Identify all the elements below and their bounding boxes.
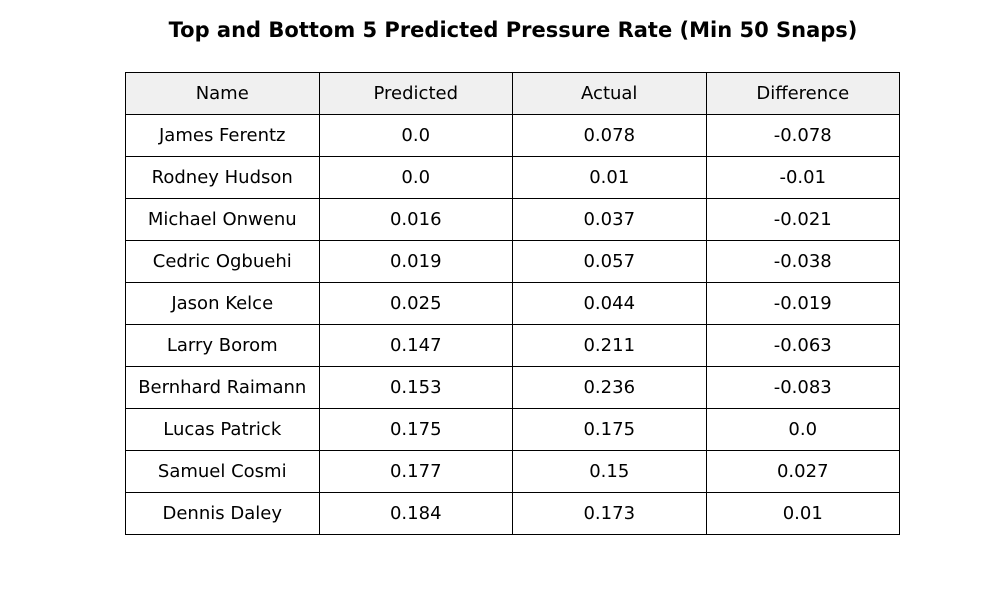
actual-cell: 0.15	[512, 450, 707, 493]
table-row: Samuel Cosmi 0.177 0.15 0.027	[125, 450, 900, 493]
difference-cell: 0.0	[705, 408, 900, 451]
predicted-cell: 0.025	[318, 282, 513, 325]
difference-cell: -0.019	[705, 282, 900, 325]
name-cell: Larry Borom	[125, 324, 320, 367]
chart-title: Top and Bottom 5 Predicted Pressure Rate…	[168, 18, 858, 42]
name-cell: Michael Onwenu	[125, 198, 320, 241]
table-row: Jason Kelce 0.025 0.044 -0.019	[125, 282, 900, 325]
actual-cell: 0.173	[512, 492, 707, 535]
name-cell: Samuel Cosmi	[125, 450, 320, 493]
name-cell: James Ferentz	[125, 114, 320, 157]
table-row: Rodney Hudson 0.0 0.01 -0.01	[125, 156, 900, 199]
name-cell: Dennis Daley	[125, 492, 320, 535]
name-cell: Jason Kelce	[125, 282, 320, 325]
actual-cell: 0.175	[512, 408, 707, 451]
actual-cell: 0.078	[512, 114, 707, 157]
predicted-cell: 0.0	[318, 114, 513, 157]
name-cell: Lucas Patrick	[125, 408, 320, 451]
actual-cell: 0.236	[512, 366, 707, 409]
predicted-cell: 0.184	[318, 492, 513, 535]
difference-cell: 0.01	[705, 492, 900, 535]
header-row: Name Predicted Actual Difference	[125, 72, 900, 115]
difference-cell: -0.063	[705, 324, 900, 367]
table-row: Michael Onwenu 0.016 0.037 -0.021	[125, 198, 900, 241]
difference-cell: -0.038	[705, 240, 900, 283]
table-row: James Ferentz 0.0 0.078 -0.078	[125, 114, 900, 157]
header-cell-actual: Actual	[512, 72, 707, 115]
predicted-cell: 0.019	[318, 240, 513, 283]
table-header: Name Predicted Actual Difference	[125, 72, 900, 115]
header-cell-predicted: Predicted	[318, 72, 513, 115]
table-row: Larry Borom 0.147 0.211 -0.063	[125, 324, 900, 367]
predicted-cell: 0.0	[318, 156, 513, 199]
actual-cell: 0.044	[512, 282, 707, 325]
difference-cell: -0.083	[705, 366, 900, 409]
table-row: Bernhard Raimann 0.153 0.236 -0.083	[125, 366, 900, 409]
name-cell: Bernhard Raimann	[125, 366, 320, 409]
header-cell-name: Name	[125, 72, 320, 115]
difference-cell: 0.027	[705, 450, 900, 493]
table-body: James Ferentz 0.0 0.078 -0.078 Rodney Hudson…	[125, 114, 900, 535]
predicted-cell: 0.147	[318, 324, 513, 367]
table-row: Cedric Ogbuehi 0.019 0.057 -0.038	[125, 240, 900, 283]
name-cell: Cedric Ogbuehi	[125, 240, 320, 283]
predicted-cell: 0.153	[318, 366, 513, 409]
difference-cell: -0.01	[705, 156, 900, 199]
actual-cell: 0.057	[512, 240, 707, 283]
table-row: Lucas Patrick 0.175 0.175 0.0	[125, 408, 900, 451]
predicted-cell: 0.016	[318, 198, 513, 241]
difference-cell: -0.078	[705, 114, 900, 157]
header-cell-difference: Difference	[705, 72, 900, 115]
pressure-rate-table: Name Predicted Actual Difference James F…	[125, 72, 900, 535]
difference-cell: -0.021	[705, 198, 900, 241]
table-row: Dennis Daley 0.184 0.173 0.01	[125, 492, 900, 535]
name-cell: Rodney Hudson	[125, 156, 320, 199]
actual-cell: 0.01	[512, 156, 707, 199]
predicted-cell: 0.177	[318, 450, 513, 493]
actual-cell: 0.037	[512, 198, 707, 241]
predicted-cell: 0.175	[318, 408, 513, 451]
actual-cell: 0.211	[512, 324, 707, 367]
